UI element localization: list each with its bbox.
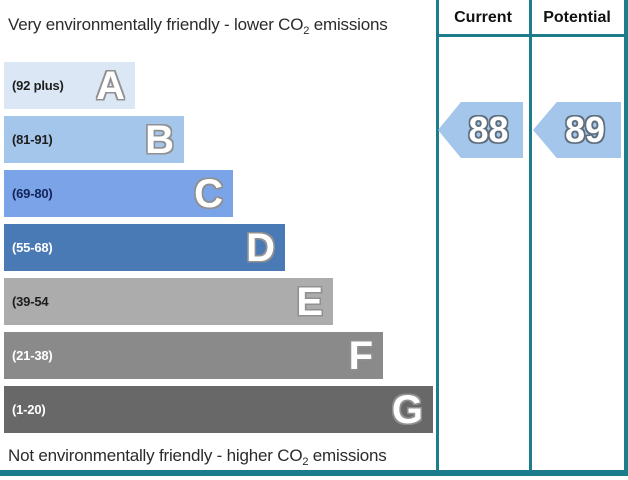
current-rating-arrow: 88 — [438, 102, 523, 158]
header-underline-rule — [436, 34, 628, 37]
band-c-range-label: (69-80) — [12, 186, 53, 201]
band-b-range-label: (81-91) — [12, 132, 53, 147]
top-scale-label-text: Very environmentally friendly - lower CO — [8, 15, 304, 34]
band-d-range-label: (55-68) — [12, 240, 53, 255]
band-c-letter: C — [194, 171, 223, 216]
band-a-letter: A — [96, 63, 125, 108]
band-e-range-label: (39-54 — [12, 294, 49, 309]
band-b-letter: B — [145, 117, 174, 162]
bottom-border-rule — [0, 470, 628, 476]
potential-rating-value: 89 — [564, 109, 606, 150]
band-g-range-label: (1-20) — [12, 402, 46, 417]
band-g-letter: G — [391, 387, 423, 432]
rating-bands: (92 plus) A (81-91) B (69-80) C (55-68) … — [4, 62, 433, 433]
band-row-a: (92 plus) A — [4, 62, 135, 109]
current-column-header: Current — [454, 9, 512, 26]
band-row-c: (69-80) C — [4, 170, 233, 217]
band-a-range-label: (92 plus) — [12, 78, 64, 93]
band-f-letter: F — [348, 333, 373, 378]
potential-column-header: Potential — [543, 9, 611, 26]
top-scale-label-suffix: emissions — [309, 15, 388, 34]
band-row-f: (21-38) F — [4, 332, 383, 379]
bottom-scale-label: Not environmentally friendly - higher CO… — [8, 446, 387, 468]
co2-subscript: 2 — [303, 25, 310, 37]
band-f-range-label: (21-38) — [12, 348, 53, 363]
table-divider-vertical-middle — [529, 0, 532, 470]
band-row-d: (55-68) D — [4, 224, 285, 271]
band-row-b: (81-91) B — [4, 116, 184, 163]
band-d-letter: D — [246, 225, 275, 270]
table-divider-vertical-right — [624, 0, 628, 470]
band-row-g: (1-20) G — [4, 386, 433, 433]
band-e-letter: E — [296, 279, 323, 324]
band-row-e: (39-54 E — [4, 278, 333, 325]
potential-rating-arrow: 89 — [533, 102, 621, 158]
co2-subscript: 2 — [302, 456, 309, 468]
top-scale-label: Very environmentally friendly - lower CO… — [8, 15, 388, 37]
table-divider-vertical-left — [436, 0, 439, 470]
bottom-scale-label-text: Not environmentally friendly - higher CO — [8, 446, 303, 465]
current-rating-value: 88 — [468, 109, 509, 150]
bottom-scale-label-suffix: emissions — [308, 446, 387, 465]
